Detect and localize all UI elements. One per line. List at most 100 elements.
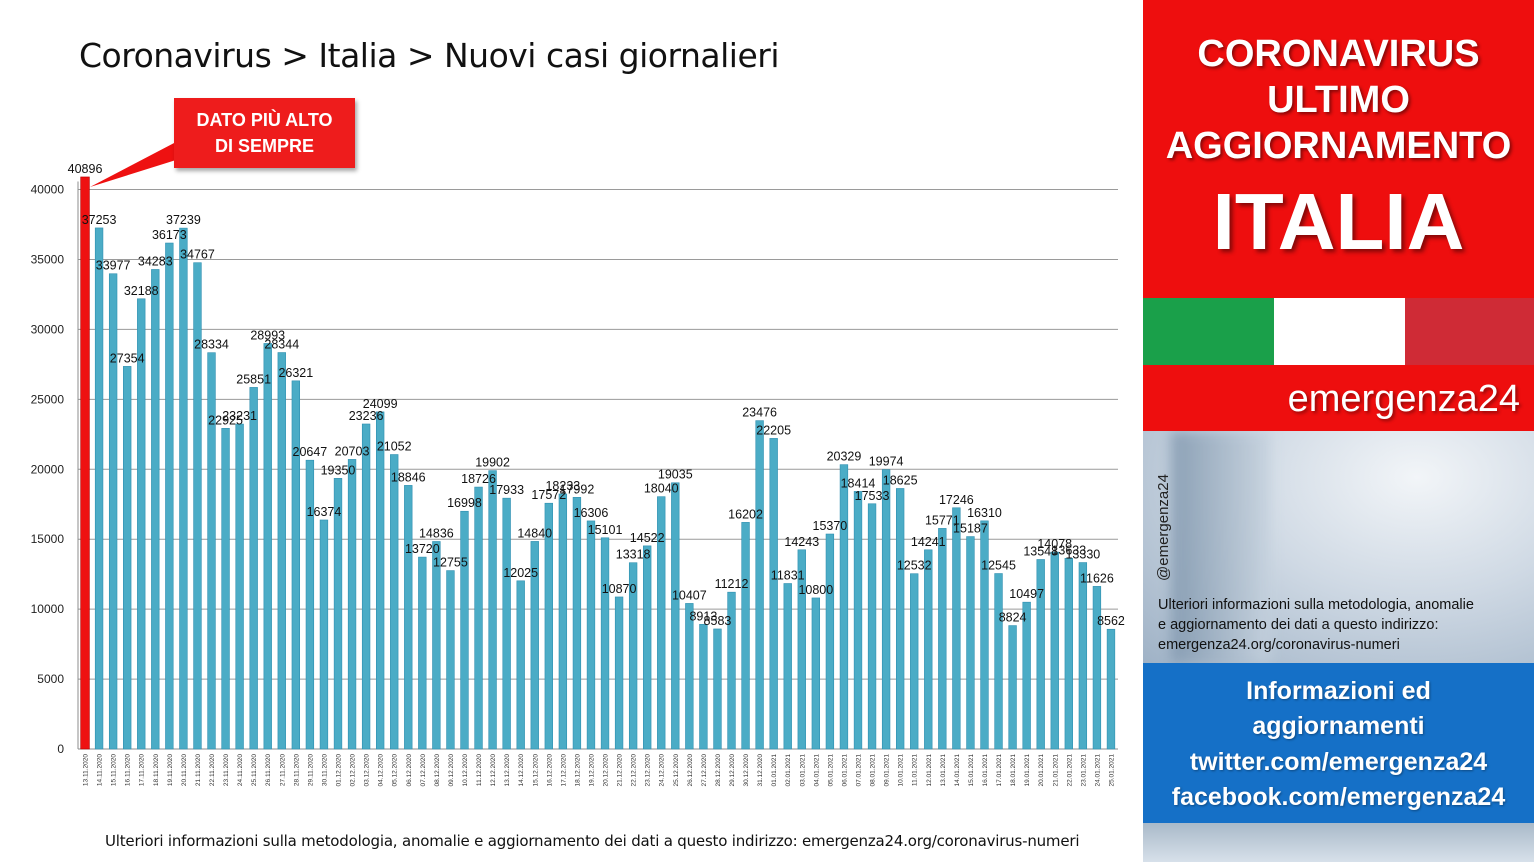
data-label: 18040 xyxy=(644,482,679,496)
x-tick-label: 29.11.2020 xyxy=(307,754,314,786)
banner-line3: AGGIORNAMENTO xyxy=(1165,125,1512,167)
callout-line1: DATO PIÙ ALTO xyxy=(196,110,333,130)
data-label: 14522 xyxy=(630,531,665,545)
bar xyxy=(488,470,497,750)
x-tick-label: 05.01.2021 xyxy=(827,754,834,787)
x-tick-label: 02.12.2020 xyxy=(350,754,357,787)
bar xyxy=(1064,558,1073,750)
y-tick-label: 15000 xyxy=(31,532,65,546)
bar xyxy=(137,298,146,750)
photo-blur-shape xyxy=(1171,431,1271,663)
y-tick-label: 10000 xyxy=(31,602,65,616)
data-label: 10800 xyxy=(798,583,833,597)
social-handle: @emergenza24 xyxy=(1155,474,1172,581)
data-label: 23231 xyxy=(222,409,257,423)
data-label: 18625 xyxy=(883,473,918,487)
x-tick-label: 04.12.2020 xyxy=(378,754,385,787)
data-label: 13633 xyxy=(1051,543,1086,557)
background-photo: @emergenza24 Ulteriori informazioni sull… xyxy=(1143,431,1534,663)
x-tick-label: 29.12.2020 xyxy=(729,754,736,787)
y-tick-label: 5000 xyxy=(37,672,64,686)
data-label: 21052 xyxy=(377,440,412,454)
x-tick-label: 05.12.2020 xyxy=(392,754,399,787)
x-tick-label: 14.01.2021 xyxy=(954,754,961,787)
data-label: 14840 xyxy=(517,526,552,540)
data-label: 37253 xyxy=(82,213,117,227)
data-label: 14243 xyxy=(784,535,819,549)
footnote: Ulteriori informazioni sulla metodologia… xyxy=(105,832,1080,850)
x-tick-label: 22.01.2021 xyxy=(1066,754,1073,787)
brand-logo-text: emergenza24 xyxy=(1287,378,1520,420)
links-box: Informazioni ed aggiornamenti twitter.co… xyxy=(1143,663,1534,823)
data-label: 19350 xyxy=(321,463,356,477)
data-label: 12545 xyxy=(981,559,1016,573)
x-tick-label: 06.01.2021 xyxy=(841,754,848,787)
bar xyxy=(207,352,216,750)
data-label: 8824 xyxy=(999,611,1027,625)
bar xyxy=(783,583,792,750)
y-tick-label: 30000 xyxy=(31,322,65,336)
bar xyxy=(952,507,961,750)
facebook-link[interactable]: facebook.com/emergenza24 xyxy=(1171,783,1506,811)
info-line: emergenza24.org/coronavirus-numeri xyxy=(1158,637,1400,653)
bar xyxy=(390,454,399,750)
x-tick-label: 08.12.2020 xyxy=(434,754,441,787)
x-tick-label: 08.01.2021 xyxy=(870,754,877,787)
data-label: 16306 xyxy=(574,506,609,520)
callout-line2: DI SEMPRE xyxy=(214,136,315,156)
bar xyxy=(361,423,371,750)
x-tick-label: 15.01.2021 xyxy=(968,754,975,787)
bar xyxy=(1008,625,1017,750)
x-tick-label: 25.11.2020 xyxy=(251,754,258,786)
brand-bar: emergenza24 xyxy=(1143,365,1534,431)
x-tick-label: 09.01.2021 xyxy=(884,754,891,787)
bar xyxy=(432,541,441,750)
bar xyxy=(755,420,764,750)
data-label: 25851 xyxy=(236,372,271,386)
bar xyxy=(586,520,596,750)
x-tick-label: 23.11.2020 xyxy=(223,754,230,786)
data-label: 15771 xyxy=(925,513,960,527)
bar xyxy=(741,522,750,750)
bar xyxy=(600,537,610,750)
x-tick-label: 07.01.2021 xyxy=(856,754,863,787)
data-label: 33977 xyxy=(96,259,131,273)
data-label: 27354 xyxy=(110,351,145,365)
bar xyxy=(727,591,736,750)
bar xyxy=(165,242,174,750)
bar xyxy=(418,556,427,750)
x-tick-label: 20.12.2020 xyxy=(603,754,610,787)
bar xyxy=(544,502,553,750)
data-label: 19902 xyxy=(475,456,510,470)
x-tick-label: 24.11.2020 xyxy=(237,754,244,786)
links-line1: Informazioni ed xyxy=(1246,677,1431,705)
side-panel: CORONAVIRUS ULTIMO AGGIORNAMENTO ITALIA … xyxy=(1143,0,1534,862)
bar xyxy=(193,262,202,750)
x-tick-label: 20.01.2021 xyxy=(1038,754,1045,787)
data-label: 18846 xyxy=(391,470,426,484)
data-label: 17246 xyxy=(939,493,974,507)
data-label: 19035 xyxy=(658,468,693,482)
twitter-link[interactable]: twitter.com/emergenza24 xyxy=(1189,748,1488,776)
x-tick-label: 01.12.2020 xyxy=(336,754,343,787)
data-label: 17533 xyxy=(855,489,890,503)
bar xyxy=(474,486,483,750)
bar xyxy=(811,597,821,750)
x-tick-label: 25.01.2021 xyxy=(1108,754,1115,787)
x-tick-label: 11.12.2020 xyxy=(476,754,483,786)
bar xyxy=(502,497,511,750)
data-label: 17933 xyxy=(489,483,524,497)
data-label: 28344 xyxy=(264,338,299,352)
data-label: 20703 xyxy=(335,444,370,458)
data-label: 11212 xyxy=(715,577,749,591)
x-tick-label: 04.01.2021 xyxy=(813,754,820,787)
data-label: 14078 xyxy=(1037,537,1072,551)
x-tick-label: 07.12.2020 xyxy=(420,754,427,787)
bar xyxy=(895,488,905,750)
bar xyxy=(769,438,778,750)
data-label: 15370 xyxy=(813,519,848,533)
x-tick-label: 19.11.2020 xyxy=(167,754,174,786)
data-label: 28993 xyxy=(250,328,285,342)
bar xyxy=(249,387,258,750)
bar xyxy=(1050,551,1059,750)
